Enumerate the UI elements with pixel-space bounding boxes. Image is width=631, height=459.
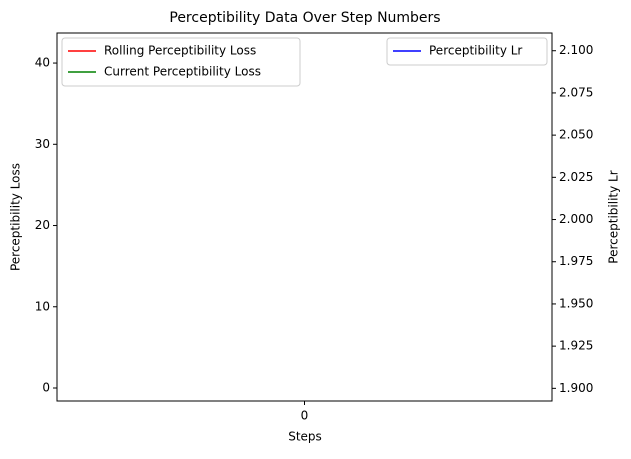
y2-tick-label: 1.975 [559, 254, 593, 268]
y2-tick-label: 2.000 [559, 212, 593, 226]
legend-label: Perceptibility Lr [429, 44, 522, 58]
chart-title: Perceptibility Data Over Step Numbers [169, 10, 440, 26]
y2-tick-label: 1.925 [559, 339, 593, 353]
legend-box [386, 37, 548, 66]
legend-box [61, 37, 301, 87]
y2-tick-label: 2.025 [559, 170, 593, 184]
x-axis-label: Steps [288, 430, 322, 444]
x-tick-label: 0 [301, 409, 309, 423]
y-tick-label: 30 [35, 137, 50, 151]
legend-label: Rolling Perceptibility Loss [104, 44, 256, 58]
y-tick-label: 20 [35, 218, 50, 232]
y2-tick-label: 2.075 [559, 85, 593, 99]
y-tick-label: 0 [42, 381, 50, 395]
y2-tick-label: 1.900 [559, 381, 593, 395]
y2-tick-label: 2.100 [559, 43, 593, 57]
plot-frame [56, 32, 553, 402]
y2-tick-label: 2.050 [559, 128, 593, 142]
y-tick-label: 40 [35, 56, 50, 70]
y-tick-label: 10 [35, 299, 50, 313]
y-axis-label: Perceptibility Loss [9, 163, 23, 271]
legend-label: Current Perceptibility Loss [104, 65, 261, 79]
y2-axis-label: Perceptibility Lr [607, 170, 621, 263]
y2-tick-label: 1.950 [559, 296, 593, 310]
